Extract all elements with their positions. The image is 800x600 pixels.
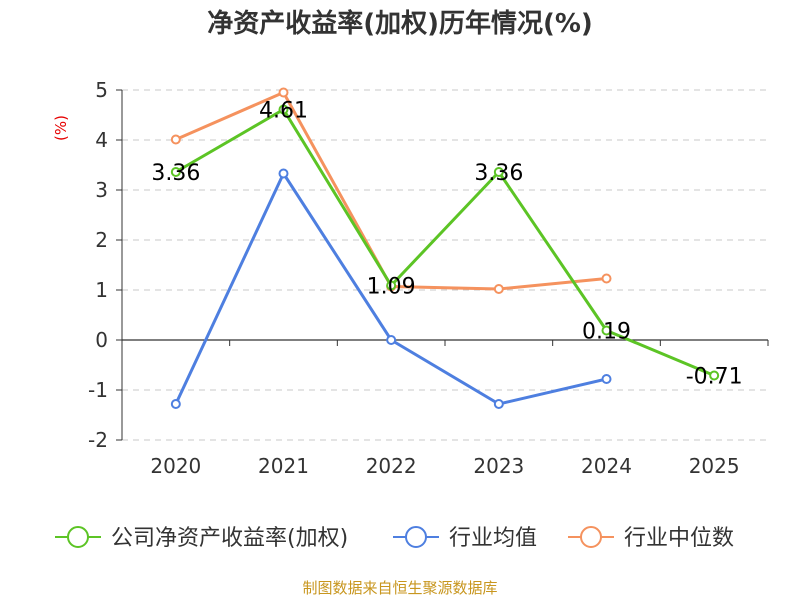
series-layer	[170, 87, 720, 409]
x-tick-label: 2023	[473, 454, 524, 478]
data-point	[493, 284, 504, 294]
legend-marker	[405, 526, 427, 548]
axes	[116, 89, 769, 441]
y-tick-label: 4	[95, 128, 108, 152]
legend-marker	[67, 526, 89, 548]
y-tick-label: 2	[95, 228, 108, 252]
data-point	[170, 167, 181, 177]
data-point	[278, 168, 289, 179]
legend: 公司净资产收益率(加权) 行业均值 行业中位数	[55, 526, 734, 551]
data-point	[601, 325, 612, 336]
y-axis-unit: (%)	[52, 115, 70, 141]
legend-label: 行业均值	[449, 526, 537, 551]
x-tick-label: 2022	[366, 454, 417, 478]
y-tick-label: 5	[95, 78, 108, 102]
data-point	[493, 167, 504, 177]
data-label: 0.19	[582, 320, 631, 345]
y-tick-label: 3	[95, 178, 108, 202]
data-point	[601, 273, 612, 284]
data-point	[386, 280, 397, 291]
data-point	[601, 374, 612, 384]
data-source-note: 制图数据来自恒生聚源数据库	[302, 579, 497, 597]
chart-title: 净资产收益率(加权)历年情况(%)	[207, 8, 593, 39]
data-label: 3.36	[151, 161, 200, 186]
x-tick-labels: 2020 2021 2022 2023 2024 2025	[150, 454, 739, 478]
data-point	[386, 335, 397, 345]
data-point	[278, 104, 289, 115]
legend-label: 公司净资产收益率(加权)	[111, 526, 348, 551]
y-tick-label: 1	[95, 278, 108, 302]
data-point	[493, 399, 504, 409]
data-point	[170, 134, 181, 145]
legend-marker	[580, 526, 602, 548]
y-tick-label: -1	[88, 378, 108, 402]
series-line-0	[175, 108, 715, 377]
data-point	[709, 370, 720, 381]
data-label: -0.71	[686, 365, 743, 390]
y-tick-labels: 5 4 3 2 1 0 -1 -2	[88, 78, 108, 452]
data-point	[278, 87, 289, 98]
y-tick-label: 0	[95, 328, 108, 352]
data-point	[170, 399, 181, 409]
series-line-2	[175, 91, 607, 291]
gridlines	[122, 89, 768, 441]
data-label: 1.09	[367, 275, 416, 300]
data-label: 3.36	[474, 161, 523, 186]
x-tick-label: 2020	[150, 454, 201, 478]
legend-label: 行业中位数	[624, 526, 734, 551]
data-label: 4.61	[259, 99, 308, 124]
x-tick-label: 2021	[258, 454, 309, 478]
x-tick-label: 2024	[581, 454, 632, 478]
x-tick-label: 2025	[689, 454, 740, 478]
y-tick-label: -2	[88, 428, 108, 452]
data-labels: 3.36 4.61 1.09 3.36 0.19 -0.71	[151, 99, 742, 390]
